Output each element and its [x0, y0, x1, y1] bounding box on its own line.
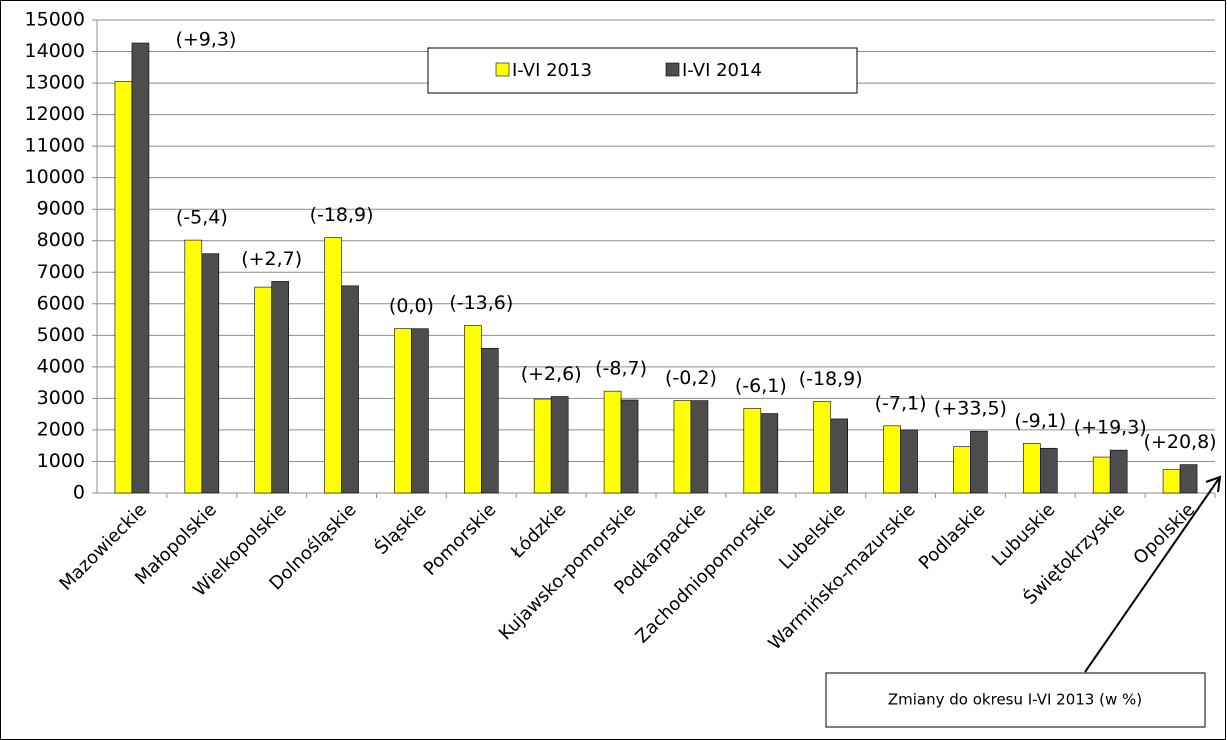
bar — [1109, 449, 1128, 494]
y-tick-label: 2000 — [37, 418, 85, 440]
bar — [970, 430, 988, 494]
annotation: (-7,1) — [875, 392, 927, 414]
y-tick-label: 12000 — [25, 103, 85, 125]
legend-label: I-VI 2014 — [682, 60, 762, 81]
annotation: (+19,3) — [1074, 417, 1147, 439]
annotation: (+2,7) — [241, 248, 302, 270]
bar — [464, 325, 482, 494]
annotation: (-6,1) — [735, 375, 787, 397]
y-tick-label: 1000 — [37, 450, 85, 472]
note-box — [825, 672, 1206, 728]
legend-label: I-VI 2013 — [512, 60, 592, 81]
bar — [1092, 456, 1111, 494]
y-tick-label: 14000 — [25, 40, 85, 62]
annotation: (+20,8) — [1144, 431, 1217, 453]
annotation: (+9,3) — [175, 29, 236, 51]
legend-swatch — [495, 62, 510, 77]
bar — [481, 347, 499, 494]
annotation: (-18,9) — [799, 368, 863, 390]
arrow — [1084, 476, 1221, 673]
bar — [690, 400, 709, 494]
legend-swatch — [665, 62, 680, 77]
annotation: (-8,7) — [595, 358, 647, 380]
y-tick-label: 4000 — [37, 355, 85, 377]
bar — [830, 418, 848, 494]
bar — [953, 446, 971, 494]
bar — [394, 328, 412, 494]
legend — [427, 47, 858, 94]
bar — [1023, 443, 1041, 494]
y-tick-label: 9000 — [37, 198, 85, 220]
annotation: (-18,9) — [310, 204, 374, 226]
bar — [620, 399, 639, 494]
bar — [254, 286, 272, 494]
bar — [1040, 447, 1058, 494]
note: Zmiany do okresu I-VI 2013 (w %) — [888, 691, 1142, 709]
bar — [1179, 464, 1198, 494]
bar — [341, 285, 359, 494]
bar — [813, 401, 831, 494]
bar — [324, 237, 342, 494]
arrow-head — [1205, 475, 1222, 493]
bar — [114, 81, 133, 494]
bar — [201, 253, 220, 494]
bar — [900, 429, 918, 494]
y-tick-label: 11000 — [25, 135, 85, 157]
annotation: (+33,5) — [934, 398, 1007, 420]
annotation: (-9,1) — [1014, 410, 1066, 432]
bar — [411, 328, 429, 494]
y-tick-label: 7000 — [37, 261, 85, 283]
y-tick-label: 10000 — [25, 166, 85, 188]
bar — [743, 408, 762, 494]
y-tick-label: 6000 — [37, 292, 85, 314]
bar — [271, 281, 289, 494]
y-tick-label: 15000 — [25, 9, 85, 31]
annotation: (-5,4) — [176, 207, 228, 229]
annotation: (0,0) — [389, 295, 434, 317]
bar — [1162, 469, 1181, 494]
bar — [603, 390, 622, 494]
y-tick-label: 13000 — [25, 72, 85, 94]
bar — [184, 239, 203, 494]
annotation: (-13,6) — [449, 292, 513, 314]
annotation: (-0,2) — [665, 367, 717, 389]
y-tick-label: 5000 — [37, 324, 85, 346]
bar — [550, 396, 569, 494]
annotation: (+2,6) — [521, 363, 582, 385]
y-tick-label: 8000 — [37, 229, 85, 251]
y-tick-label: 3000 — [37, 387, 85, 409]
bar — [883, 425, 901, 494]
bar — [131, 42, 150, 494]
y-tick-label: 0 — [73, 482, 85, 504]
bar — [673, 400, 692, 494]
bar — [533, 398, 552, 494]
bar — [760, 413, 779, 494]
